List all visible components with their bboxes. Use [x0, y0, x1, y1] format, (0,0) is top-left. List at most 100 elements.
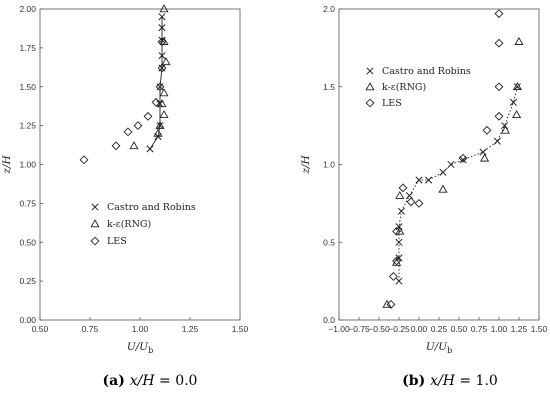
x-tick-label: −0.50 [368, 324, 390, 334]
x-tick-label: −0.75 [348, 324, 370, 334]
data-point [153, 128, 163, 137]
data-point [512, 110, 522, 119]
data-point [382, 299, 392, 308]
y-tick-label: 0.25 [19, 276, 36, 286]
data-point [398, 183, 408, 193]
legend-marker [90, 236, 100, 246]
data-point [133, 121, 143, 131]
panel-caption: (b) x/H = 1.0 [402, 373, 498, 389]
legend-marker [90, 219, 100, 228]
legend-entry: Castro and Robins [366, 66, 471, 77]
data-point [509, 98, 517, 106]
data-point [500, 125, 510, 134]
data-point [157, 99, 167, 108]
x-tick-label: 0.00 [411, 324, 428, 334]
data-point [388, 272, 398, 281]
data-point [482, 125, 492, 135]
data-point [155, 120, 165, 129]
plot-frame [39, 8, 241, 321]
x-tick-label: 0.75 [82, 324, 99, 334]
x-tick-label: 0.75 [471, 324, 488, 334]
data-point [458, 153, 468, 163]
legend-label: LES [382, 98, 402, 109]
x-tick-label: 1.50 [531, 324, 548, 334]
y-axis-label: z/H [300, 155, 312, 175]
data-point [438, 184, 448, 193]
legend-marker [365, 82, 375, 91]
series-x [395, 83, 521, 285]
data-point [494, 38, 504, 48]
x-tick-label: −1.00 [328, 324, 350, 334]
data-point [157, 37, 167, 47]
data-point [155, 82, 165, 92]
y-tick-label: 1.50 [19, 82, 36, 92]
x-tick-label: 1.25 [182, 324, 199, 334]
data-point [159, 4, 169, 13]
y-tick-label: 2.0 [323, 4, 335, 14]
data-point [392, 256, 402, 266]
data-point [146, 145, 154, 153]
y-tick-label: 0.00 [19, 315, 36, 325]
data-point [447, 160, 455, 169]
data-point [439, 168, 447, 176]
legend-marker [91, 203, 99, 211]
data-point [161, 57, 171, 66]
x-axis-label: U/Ub [127, 341, 153, 355]
data-point [156, 122, 164, 130]
data-point [425, 176, 433, 184]
data-point [459, 156, 467, 164]
y-tick-label: 1.0 [323, 160, 335, 170]
chart-panel-2: −1.00−0.75−0.50−0.25 0.00 0.25 0.50 0.75 1.00… [300, 4, 548, 389]
y-tick-label: 0.0 [323, 315, 335, 325]
x-tick-label: 0.50 [451, 324, 468, 334]
y-tick-label: 1.25 [19, 121, 36, 131]
data-point [501, 122, 509, 130]
y-tick-label: 1.75 [19, 43, 36, 53]
data-point [143, 111, 153, 121]
data-point [395, 277, 403, 285]
data-point [395, 238, 403, 246]
y-tick-label: 2.00 [19, 4, 36, 14]
data-point [494, 82, 504, 92]
data-point [414, 198, 424, 208]
plot-frame [338, 8, 540, 321]
data-point [159, 110, 169, 119]
data-point [512, 82, 522, 91]
legend-entry: LES [365, 98, 402, 109]
data-point [158, 24, 166, 32]
legend-label: Castro and Robins [382, 66, 471, 77]
legend-label: Castro and Robins [107, 202, 196, 213]
data-point [406, 197, 416, 207]
y-axis-label: z/H [1, 155, 13, 175]
data-point [157, 63, 167, 73]
data-point [480, 153, 490, 162]
data-point [151, 97, 161, 107]
data-point [494, 111, 504, 121]
series-diamond [79, 37, 167, 165]
data-point [493, 137, 501, 145]
x-axis-label: U/Ub [426, 341, 452, 355]
legend-entry: Castro and Robins [91, 202, 196, 213]
legend-entry: k-ε(RNG) [90, 219, 151, 230]
series-x [146, 13, 166, 153]
x-tick-label: 0.25 [431, 324, 448, 334]
data-point [111, 141, 121, 151]
y-tick-label: 0.50 [19, 237, 36, 247]
data-point [514, 36, 524, 45]
legend-marker [365, 98, 375, 108]
x-tick-label: 0.50 [32, 324, 49, 334]
data-point [79, 155, 89, 165]
data-point [395, 226, 405, 235]
x-tick-label: 1.00 [491, 324, 508, 334]
x-tick-label: 1.00 [132, 324, 149, 334]
data-point [513, 83, 521, 91]
x-tick-label: −0.25 [388, 324, 410, 334]
y-tick-label: 1.5 [323, 82, 335, 92]
legend-marker [366, 67, 374, 75]
legend-label: LES [107, 236, 127, 247]
data-point [395, 223, 403, 231]
series-line [398, 86, 518, 282]
data-point [397, 207, 405, 215]
data-point [158, 13, 166, 21]
